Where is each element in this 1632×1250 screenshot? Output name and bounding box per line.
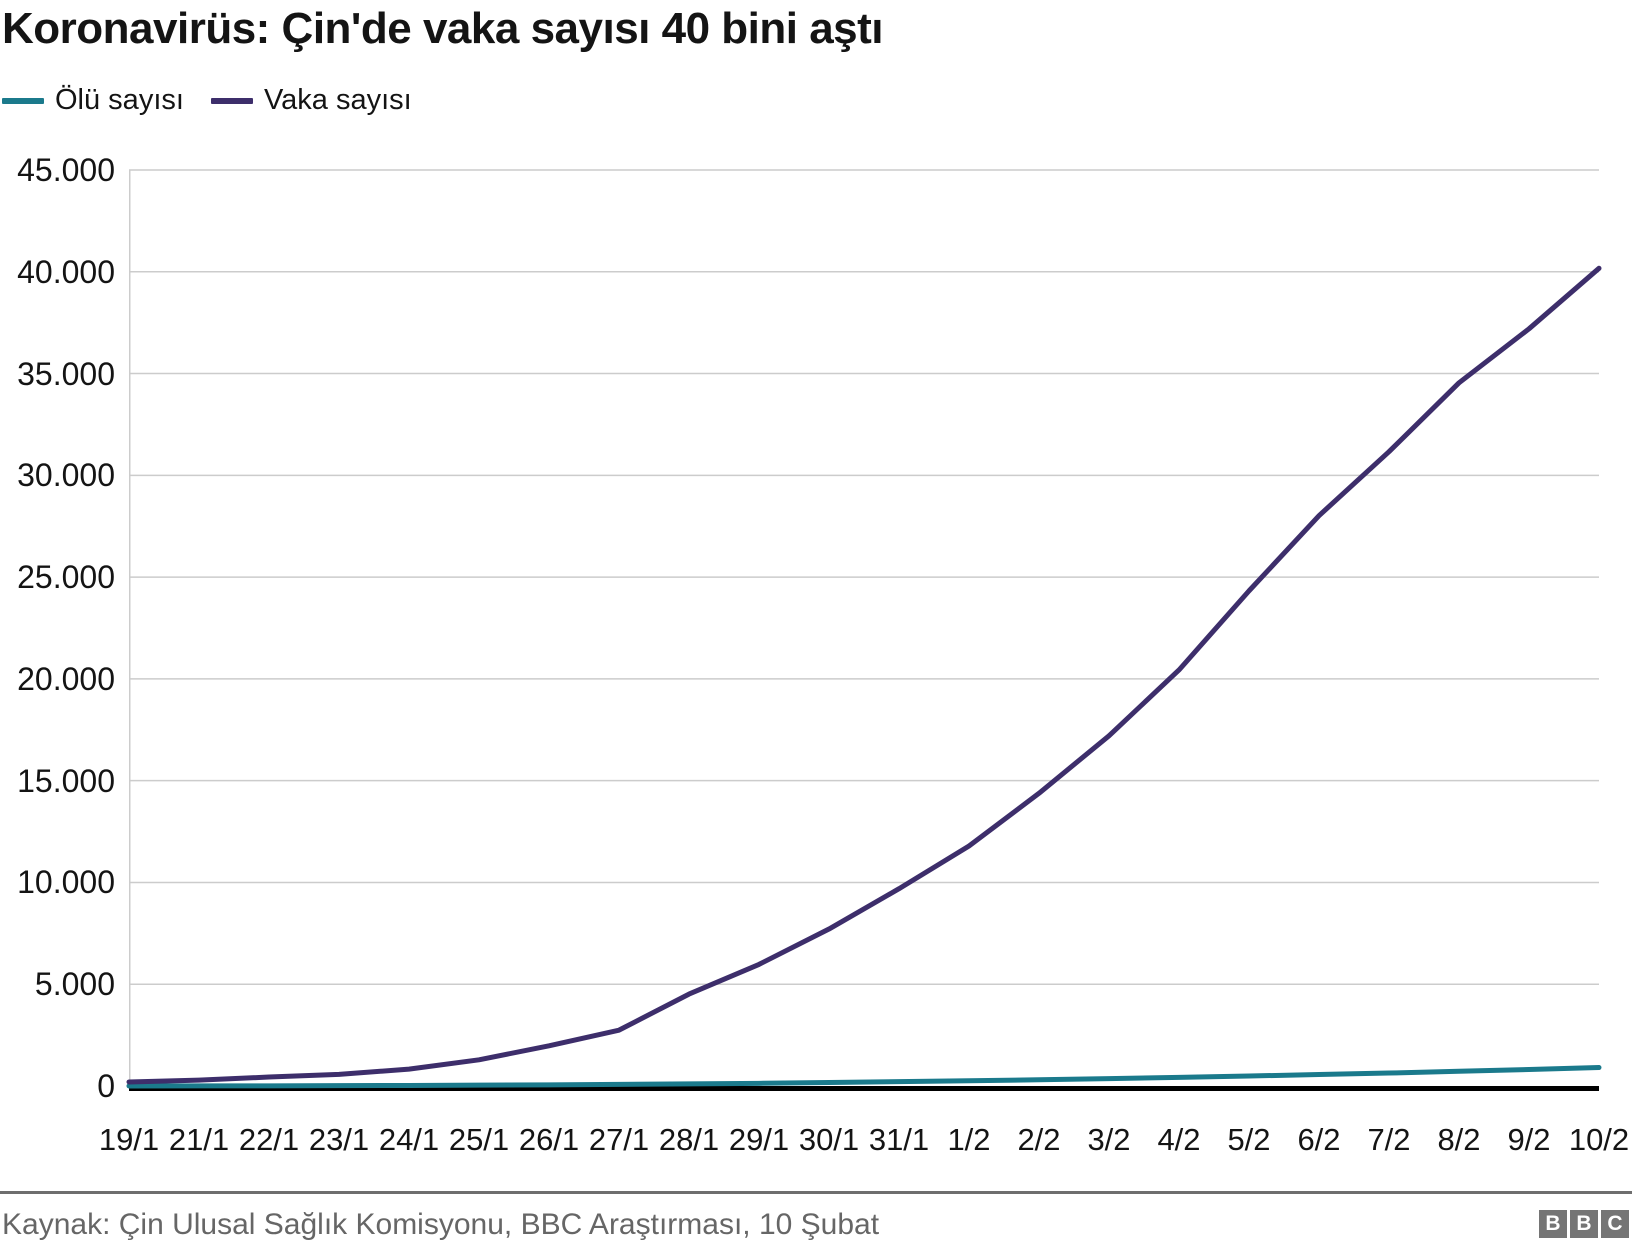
x-tick-label: 21/1 xyxy=(168,1122,230,1157)
deaths-line xyxy=(126,1065,1602,1089)
x-tick-label: 29/1 xyxy=(728,1122,790,1157)
source-text: Kaynak: Çin Ulusal Sağlık Komisyonu, BBC… xyxy=(2,1208,880,1241)
x-tick-label: 26/1 xyxy=(518,1122,580,1157)
chart-title: Koronavirüs: Çin'de vaka sayısı 40 bini … xyxy=(2,4,884,53)
bbc-logo-letter: B xyxy=(1539,1210,1567,1238)
y-tick-label: 40.000 xyxy=(17,253,115,290)
bbc-logo-letter: B xyxy=(1570,1210,1598,1238)
y-tick-label: 0 xyxy=(97,1068,115,1104)
x-tick-label: 31/1 xyxy=(868,1122,930,1157)
legend-item-cases: Vaka sayısı xyxy=(210,84,412,117)
x-tick-label: 1/2 xyxy=(947,1122,991,1157)
deaths-line-swatch xyxy=(2,97,44,104)
x-axis-baseline xyxy=(129,1086,1599,1091)
bbc-logo-letter: C xyxy=(1601,1210,1629,1238)
x-tick-label: 3/2 xyxy=(1087,1122,1131,1157)
x-tick-label: 2/2 xyxy=(1017,1122,1061,1157)
y-tick-label: 25.000 xyxy=(17,559,115,596)
x-tick-label: 10/2 xyxy=(1568,1122,1630,1157)
y-tick-label: 5.000 xyxy=(34,966,115,1003)
x-tick-label: 23/1 xyxy=(308,1122,370,1157)
y-tick-label: 20.000 xyxy=(17,660,115,697)
y-tick-label: 45.000 xyxy=(17,152,115,188)
cases-line xyxy=(126,265,1602,1085)
y-tick-label: 15.000 xyxy=(17,762,115,799)
legend: Ölü sayısı Vaka sayısı xyxy=(2,84,439,117)
plot-area xyxy=(126,169,1602,1091)
x-tick-label: 8/2 xyxy=(1437,1122,1481,1157)
footer-divider xyxy=(0,1191,1632,1194)
x-tick-label: 5/2 xyxy=(1227,1122,1271,1157)
x-tick-label: 4/2 xyxy=(1157,1122,1201,1157)
x-tick-label: 9/2 xyxy=(1507,1122,1551,1157)
x-tick-label: 7/2 xyxy=(1367,1122,1411,1157)
chart-svg xyxy=(126,169,1602,1089)
x-tick-label: 24/1 xyxy=(378,1122,440,1157)
x-tick-label: 30/1 xyxy=(798,1122,860,1157)
legend-label-cases: Vaka sayısı xyxy=(263,84,412,116)
legend-label-deaths: Ölü sayısı xyxy=(55,84,184,116)
legend-item-deaths: Ölü sayısı xyxy=(2,84,184,117)
cases-line-swatch xyxy=(210,97,253,104)
x-tick-label: 22/1 xyxy=(238,1122,300,1157)
x-tick-label: 25/1 xyxy=(448,1122,510,1157)
x-tick-label: 27/1 xyxy=(588,1122,650,1157)
x-tick-label: 6/2 xyxy=(1297,1122,1341,1157)
y-tick-label: 35.000 xyxy=(17,355,115,392)
y-tick-label: 10.000 xyxy=(17,864,115,901)
x-tick-label: 28/1 xyxy=(658,1122,720,1157)
y-tick-label: 30.000 xyxy=(17,457,115,494)
x-tick-label: 19/1 xyxy=(98,1122,160,1157)
